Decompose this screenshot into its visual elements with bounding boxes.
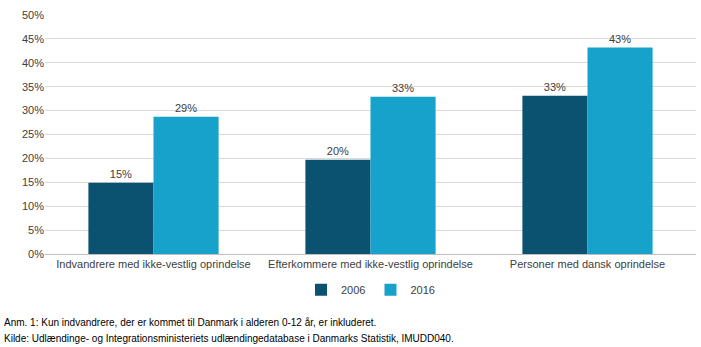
svg-text:20%: 20% (22, 152, 44, 164)
svg-text:25%: 25% (22, 128, 44, 140)
svg-text:10%: 10% (22, 200, 44, 212)
svg-text:20%: 20% (327, 145, 349, 157)
svg-text:Efterkommere med ikke-vestlig: Efterkommere med ikke-vestlig oprindelse (268, 258, 473, 270)
svg-text:35%: 35% (22, 81, 44, 93)
svg-text:5%: 5% (28, 224, 44, 236)
svg-text:15%: 15% (110, 168, 132, 180)
svg-text:Indvandrere med ikke-vestlig o: Indvandrere med ikke-vestlig oprindelse (56, 258, 250, 270)
svg-text:2016: 2016 (410, 284, 434, 296)
svg-text:29%: 29% (175, 102, 197, 114)
svg-text:15%: 15% (22, 176, 44, 188)
svg-text:Kilde: Udlændinge- og Integrat: Kilde: Udlændinge- og Integrationsminist… (4, 333, 454, 344)
svg-text:45%: 45% (22, 33, 44, 45)
svg-text:40%: 40% (22, 57, 44, 69)
svg-text:30%: 30% (22, 104, 44, 116)
svg-text:33%: 33% (392, 82, 414, 94)
svg-text:Personer med dansk oprindelse: Personer med dansk oprindelse (510, 258, 665, 270)
svg-text:2006: 2006 (341, 284, 365, 296)
svg-text:0%: 0% (28, 248, 44, 260)
svg-text:33%: 33% (544, 81, 566, 93)
svg-text:50%: 50% (22, 9, 44, 21)
svg-text:43%: 43% (609, 33, 631, 45)
svg-text:Anm. 1: Kun indvandrere, der e: Anm. 1: Kun indvandrere, der er kommet t… (4, 317, 376, 328)
